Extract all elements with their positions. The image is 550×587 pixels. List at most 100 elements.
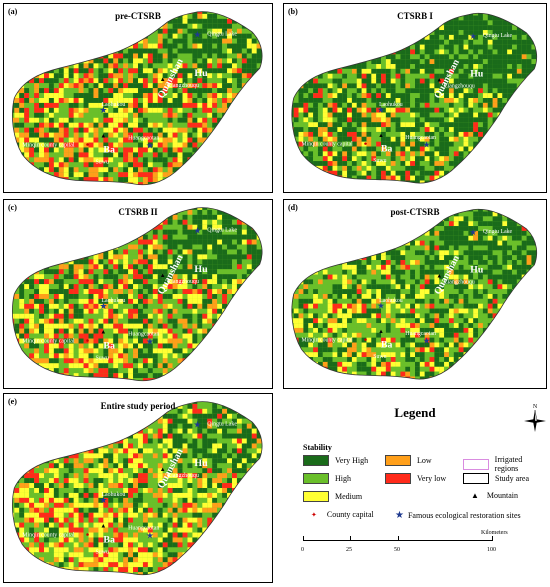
- map-panel-post-ctsrb: Quanshan Qingtu Lake Hu Liangzhouqu Laohukou…: [283, 199, 547, 389]
- legend-high: High: [303, 473, 351, 484]
- mountain-icon: ▲: [160, 467, 166, 473]
- map-label-minqin: Minqin county capital: [22, 532, 75, 538]
- legend-label: Very low: [417, 474, 447, 483]
- map-label-sowo: Suwu: [95, 159, 109, 165]
- legend-label: Very High: [335, 456, 369, 465]
- legend-medium: Medium: [303, 491, 362, 502]
- scale-unit: Kilometers: [481, 530, 508, 536]
- panel-tag: (c): [8, 203, 17, 212]
- scale-tick: 100: [487, 547, 496, 553]
- legend-panel: Legend N Stability Very High High Medium…: [283, 393, 547, 583]
- mountain-icon: ▲: [471, 491, 479, 500]
- restoration-site-star-icon: ★: [377, 301, 385, 311]
- legend-label: Irrigated regions: [494, 455, 523, 473]
- map-label-sowo: Suwu: [373, 354, 386, 360]
- legend-title: Legend: [394, 405, 436, 420]
- swatch-irrigated: [463, 458, 489, 470]
- map-label-huang: Huangcaotan: [405, 135, 436, 141]
- panel-title: post-CTSRB: [390, 207, 440, 217]
- restoration-site-star-icon: ★: [146, 140, 154, 150]
- restoration-site-star-icon: ★: [146, 530, 154, 540]
- map-label-laohu: Laohukou: [101, 492, 125, 498]
- mountain-icon: ▲: [100, 524, 106, 530]
- map-panel-pre-ctsrb: Quanshan Qingtu Lake Hu Liangzhouqu Laohukou…: [3, 3, 273, 193]
- legend-label: Mountain: [486, 491, 519, 500]
- legend-label: Low: [417, 456, 432, 465]
- panel-tag: (d): [288, 203, 298, 212]
- scale-tick: 25: [346, 547, 352, 553]
- map-label-minqin: Minqin county capital: [301, 338, 353, 344]
- panel-title: Entire study period: [100, 401, 176, 411]
- mountain-icon: ▲: [378, 133, 384, 139]
- map-label-hu: Hu: [194, 264, 208, 275]
- map-label-liang: Liangzhouqu: [444, 83, 475, 89]
- scale-bar: [303, 536, 493, 544]
- map-label-sowo: Suwu: [95, 549, 109, 555]
- restoration-site-star-icon: ★: [193, 420, 201, 430]
- map-label-minqin: Minqin county capital: [22, 338, 75, 344]
- map-label-huang: Huangcaotan: [405, 331, 436, 337]
- swatch-very-low: [385, 473, 411, 484]
- legend-low: Low: [385, 455, 432, 466]
- restoration-site-star-icon: ★: [193, 226, 201, 236]
- legend-county-capital: ✦ County capital: [311, 510, 374, 519]
- map-label-sowo: Suwu: [373, 158, 386, 164]
- mountain-icon: ▲: [160, 273, 166, 279]
- map-label-ba: Ba: [381, 143, 392, 154]
- restoration-site-star-icon: ★: [469, 31, 477, 41]
- restoration-site-star-icon: ★: [377, 105, 385, 115]
- legend-label: County capital: [326, 510, 374, 519]
- restoration-site-star-icon: ★: [423, 335, 431, 345]
- county-capital-icon: [364, 142, 367, 145]
- panel-title: CTSRB II: [118, 207, 158, 217]
- restoration-site-star-icon: ★: [99, 105, 107, 115]
- map-panel-entire-period: Quanshan Qingtu Lake Hu Liangzhouqu Laohukou…: [3, 393, 273, 583]
- mountain-icon: ▲: [436, 274, 442, 280]
- map-label-ba: Ba: [381, 339, 392, 350]
- legend-very-low: Very low: [385, 473, 446, 484]
- map-label-minqin: Minqin county capital: [22, 142, 75, 148]
- map-label-qingtu: Qingtu Lake: [207, 228, 237, 234]
- map-label-laohu: Laohukou: [379, 102, 403, 108]
- map-label-huang: Huangcaotan: [128, 526, 159, 532]
- county-capital-icon: [86, 533, 89, 536]
- map-label-hu: Hu: [470, 265, 484, 276]
- restoration-site-star-icon: ★: [193, 30, 201, 40]
- map-label-sowo: Suwu: [95, 355, 109, 361]
- restoration-site-star-icon: ★: [469, 227, 477, 237]
- map-label-liang: Liangzhouqu: [168, 279, 199, 285]
- legend-label: Study area: [495, 474, 529, 483]
- county-capital-icon: ✦: [311, 510, 317, 519]
- map-label-laohu: Laohukou: [101, 102, 125, 108]
- legend-label: High: [335, 474, 351, 483]
- panel-tag: (a): [8, 7, 18, 16]
- restoration-site-star-icon: ★: [99, 495, 107, 505]
- map-label-ba: Ba: [103, 144, 115, 155]
- panel-title: CTSRB I: [397, 11, 433, 21]
- map-panel-ctsrb-ii: Quanshan Qingtu Lake Hu Liangzhouqu Laohukou…: [3, 199, 273, 389]
- stability-heading: Stability: [303, 443, 332, 452]
- legend-restoration: ★ Famous ecological restoration sites: [395, 510, 521, 521]
- map-label-minqin: Minqin county capital: [301, 142, 353, 148]
- map-label-ba: Ba: [103, 340, 115, 351]
- restoration-site-star-icon: ★: [423, 139, 431, 149]
- swatch-very-high: [303, 455, 329, 466]
- map-panel-ctsrb-i: Quanshan Qingtu Lake Hu Liangzhouqu Laohukou…: [283, 3, 547, 193]
- swatch-low: [385, 455, 411, 466]
- north-arrow-icon: N: [524, 404, 546, 432]
- legend-irrigated: Irrigated regions: [463, 455, 547, 473]
- panel-tag: (b): [288, 7, 298, 16]
- map-label-qingtu: Qingtu Lake: [483, 229, 513, 235]
- legend-very-high: Very High: [303, 455, 368, 466]
- county-capital-icon: [86, 143, 89, 146]
- map-label-hu: Hu: [470, 69, 484, 80]
- map-label-ba: Ba: [103, 534, 115, 545]
- county-capital-icon: [86, 339, 89, 342]
- map-label-liang: Liangzhouqu: [168, 473, 199, 479]
- map-label-liang: Liangzhouqu: [444, 279, 475, 285]
- scale-tick: 50: [394, 547, 400, 553]
- restoration-site-star-icon: ★: [146, 336, 154, 346]
